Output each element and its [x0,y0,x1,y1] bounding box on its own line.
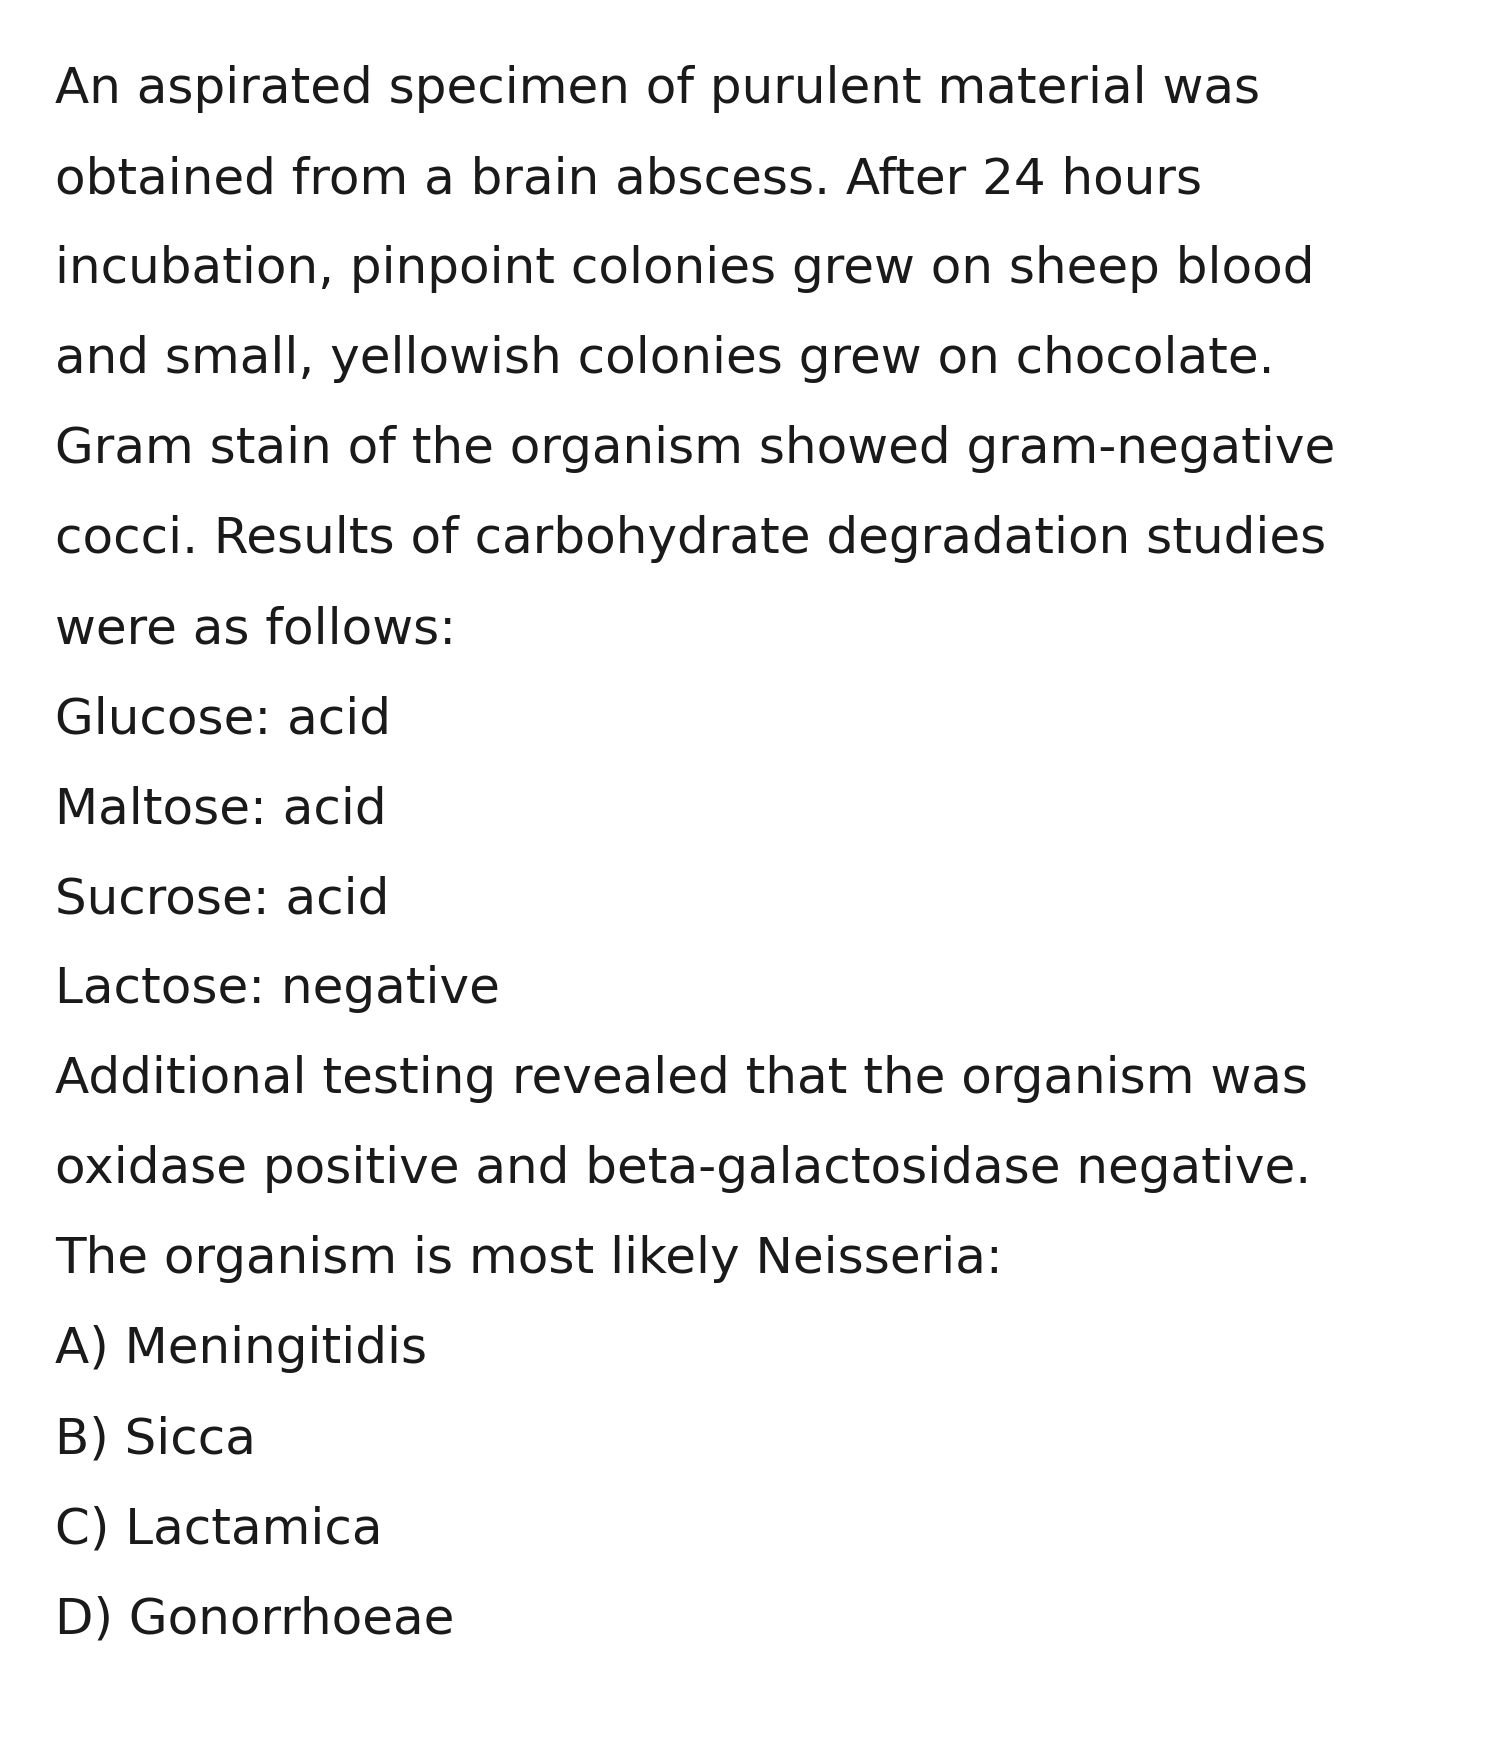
Text: D) Gonorrhoeae: D) Gonorrhoeae [56,1596,454,1643]
Text: oxidase positive and beta-galactosidase negative.: oxidase positive and beta-galactosidase … [56,1146,1311,1193]
Text: cocci. Results of carbohydrate degradation studies: cocci. Results of carbohydrate degradati… [56,514,1326,563]
Text: incubation, pinpoint colonies grew on sheep blood: incubation, pinpoint colonies grew on sh… [56,244,1314,293]
Text: Maltose: acid: Maltose: acid [56,785,387,834]
Text: and small, yellowish colonies grew on chocolate.: and small, yellowish colonies grew on ch… [56,335,1275,384]
Text: A) Meningitidis: A) Meningitidis [56,1325,427,1373]
Text: The organism is most likely Neisseria:: The organism is most likely Neisseria: [56,1235,1002,1284]
Text: An aspirated specimen of purulent material was: An aspirated specimen of purulent materi… [56,65,1260,113]
Text: Additional testing revealed that the organism was: Additional testing revealed that the org… [56,1055,1308,1102]
Text: Lactose: negative: Lactose: negative [56,964,500,1013]
Text: C) Lactamica: C) Lactamica [56,1505,382,1552]
Text: Glucose: acid: Glucose: acid [56,696,392,743]
Text: B) Sicca: B) Sicca [56,1414,256,1463]
Text: Gram stain of the organism showed gram-negative: Gram stain of the organism showed gram-n… [56,426,1335,473]
Text: were as follows:: were as follows: [56,605,456,652]
Text: obtained from a brain abscess. After 24 hours: obtained from a brain abscess. After 24 … [56,155,1202,202]
Text: Sucrose: acid: Sucrose: acid [56,875,390,923]
